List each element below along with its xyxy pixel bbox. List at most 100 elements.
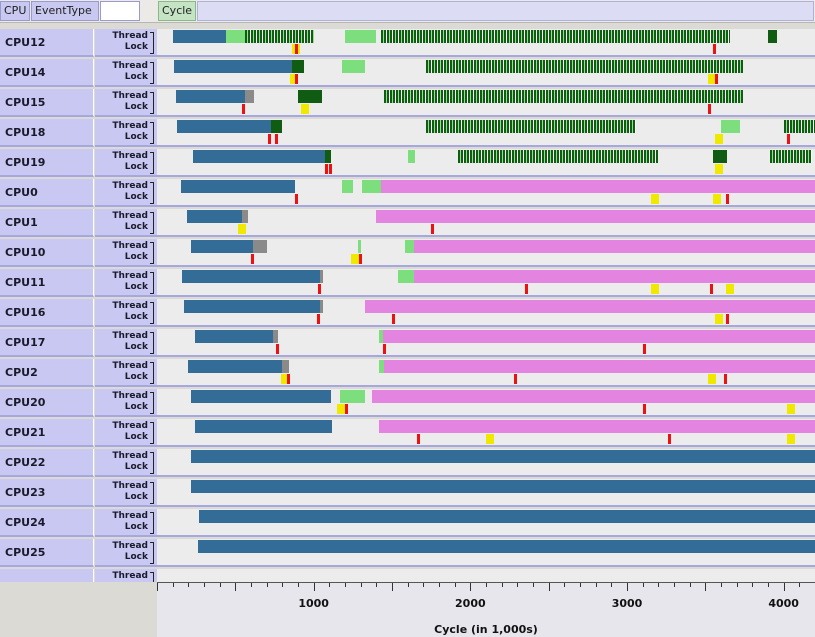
cpu-row-header[interactable]: CPU18	[0, 119, 94, 147]
lock-event-marker[interactable]	[713, 44, 717, 54]
lock-event-marker[interactable]	[290, 74, 299, 84]
lock-event-marker[interactable]	[708, 374, 717, 384]
thread-running-segment[interactable]	[191, 450, 815, 463]
thread-running-segment[interactable]	[191, 240, 253, 253]
lock-event-marker[interactable]	[324, 164, 328, 174]
lock-event-marker[interactable]	[345, 404, 348, 414]
cpu-timeline[interactable]	[157, 509, 815, 537]
cpu-row[interactable]: CPU24 Thread Lock	[0, 509, 815, 539]
lock-activity-segment[interactable]	[319, 300, 324, 313]
lock-event-marker[interactable]	[725, 314, 729, 324]
lock-event-marker[interactable]	[241, 104, 245, 114]
lock-event-marker[interactable]	[294, 74, 298, 84]
lock-event-marker[interactable]	[642, 344, 646, 354]
lock-event-marker[interactable]	[725, 194, 729, 204]
lock-event-marker[interactable]	[724, 374, 728, 384]
cpu-row[interactable]: CPU0 Thread Lock	[0, 179, 815, 209]
lock-activity-segment[interactable]	[379, 330, 383, 343]
lock-event-marker[interactable]	[280, 374, 289, 384]
cpu-row[interactable]: CPU23 Thread Lock	[0, 479, 815, 509]
timeline-rows[interactable]: CPU12 Thread Lock CPU14 Thread Lock CPU15 Threa…	[0, 29, 815, 582]
lock-event-marker[interactable]	[725, 284, 734, 294]
lock-event-marker[interactable]	[708, 74, 717, 84]
cpu-row-header[interactable]: CPU10	[0, 239, 94, 267]
lock-event-marker[interactable]	[786, 434, 795, 444]
lock-event-marker[interactable]	[276, 344, 280, 354]
lock-activity-segment[interactable]	[291, 60, 305, 73]
cpu-timeline[interactable]	[157, 149, 815, 177]
lock-event-marker[interactable]	[287, 374, 291, 384]
thread-running-segment[interactable]	[177, 120, 272, 133]
cpu-timeline[interactable]	[157, 389, 815, 417]
lock-event-marker[interactable]	[274, 134, 278, 144]
lock-activity-segment[interactable]	[426, 120, 637, 133]
lock-event-marker[interactable]	[318, 284, 322, 294]
cpu-row[interactable]: CPU17 Thread Lock	[0, 329, 815, 359]
lock-event-marker[interactable]	[301, 104, 310, 114]
cpu-timeline[interactable]	[157, 209, 815, 237]
lock-activity-segment[interactable]	[379, 360, 385, 373]
lock-event-marker[interactable]	[667, 434, 671, 444]
cpu-timeline[interactable]	[157, 239, 815, 267]
lock-activity-segment[interactable]	[426, 60, 743, 73]
cpu-row-header[interactable]: CPU19	[0, 149, 94, 177]
cpu-timeline[interactable]	[157, 89, 815, 117]
thread-running-segment[interactable]	[197, 540, 815, 553]
cpu-row-header[interactable]: CPU14	[0, 59, 94, 87]
lock-activity-segment[interactable]	[357, 240, 361, 253]
lock-activity-segment[interactable]	[768, 30, 778, 43]
thread-waiting-segment[interactable]	[365, 300, 815, 313]
lock-event-marker[interactable]	[708, 104, 712, 114]
thread-running-segment[interactable]	[172, 30, 226, 43]
cpu-timeline[interactable]	[157, 539, 815, 567]
thread-waiting-segment[interactable]	[381, 180, 815, 193]
cpu-row[interactable]: CPU21 Thread Lock	[0, 419, 815, 449]
thread-running-segment[interactable]	[194, 330, 273, 343]
cpu-timeline[interactable]	[157, 569, 815, 582]
lock-activity-segment[interactable]	[340, 390, 366, 403]
thread-running-segment[interactable]	[180, 180, 295, 193]
lock-activity-segment[interactable]	[244, 30, 314, 43]
lock-activity-segment[interactable]	[769, 150, 812, 163]
lock-event-marker[interactable]	[650, 284, 659, 294]
lock-activity-segment[interactable]	[298, 90, 322, 103]
lock-event-marker[interactable]	[251, 254, 254, 264]
thread-waiting-segment[interactable]	[382, 330, 815, 343]
thread-running-segment[interactable]	[188, 360, 283, 373]
cpu-row[interactable]: CPU1 Thread Lock	[0, 209, 815, 239]
thread-waiting-segment[interactable]	[413, 240, 815, 253]
thread-running-segment[interactable]	[174, 60, 292, 73]
cpu-row-header[interactable]: CPU2	[0, 359, 94, 387]
thread-running-segment[interactable]	[191, 480, 815, 493]
lock-activity-segment[interactable]	[345, 30, 377, 43]
lock-event-marker[interactable]	[650, 194, 659, 204]
lock-event-marker[interactable]	[337, 404, 346, 414]
cpu-row-header[interactable]: CPU23	[0, 479, 94, 507]
cpu-row-header[interactable]: CPU12	[0, 29, 94, 57]
thread-running-segment[interactable]	[194, 420, 333, 433]
lock-activity-segment[interactable]	[783, 120, 815, 133]
lock-event-marker[interactable]	[486, 434, 494, 444]
lock-activity-segment[interactable]	[271, 120, 283, 133]
thread-running-segment[interactable]	[175, 90, 245, 103]
cpu-row-header[interactable]: CPU21	[0, 419, 94, 447]
lock-activity-segment[interactable]	[324, 150, 331, 163]
lock-event-marker[interactable]	[382, 344, 386, 354]
lock-event-marker[interactable]	[431, 224, 435, 234]
thread-running-segment[interactable]	[186, 210, 242, 223]
lock-event-marker[interactable]	[359, 254, 363, 264]
cpu-row-header[interactable]: CPU16	[0, 299, 94, 327]
lock-activity-segment[interactable]	[319, 270, 324, 283]
lock-activity-segment[interactable]	[721, 120, 740, 133]
cpu-timeline[interactable]	[157, 299, 815, 327]
lock-activity-segment[interactable]	[404, 240, 414, 253]
cpu-row[interactable]: CPU2 Thread Lock	[0, 359, 815, 389]
lock-activity-segment[interactable]	[244, 90, 255, 103]
cpu-row[interactable]: CPU15 Thread Lock	[0, 89, 815, 119]
lock-event-marker[interactable]	[392, 314, 395, 324]
lock-event-marker[interactable]	[525, 284, 529, 294]
lock-event-marker[interactable]	[714, 134, 723, 144]
lock-event-marker[interactable]	[294, 194, 298, 204]
cpu-timeline[interactable]	[157, 479, 815, 507]
